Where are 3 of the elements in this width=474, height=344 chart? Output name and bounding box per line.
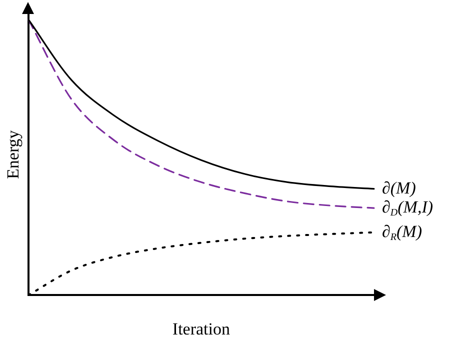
series-label: ∂(M) — [382, 178, 416, 198]
y-axis-title: Energy — [4, 130, 23, 179]
x-axis-title: Iteration — [172, 319, 230, 338]
